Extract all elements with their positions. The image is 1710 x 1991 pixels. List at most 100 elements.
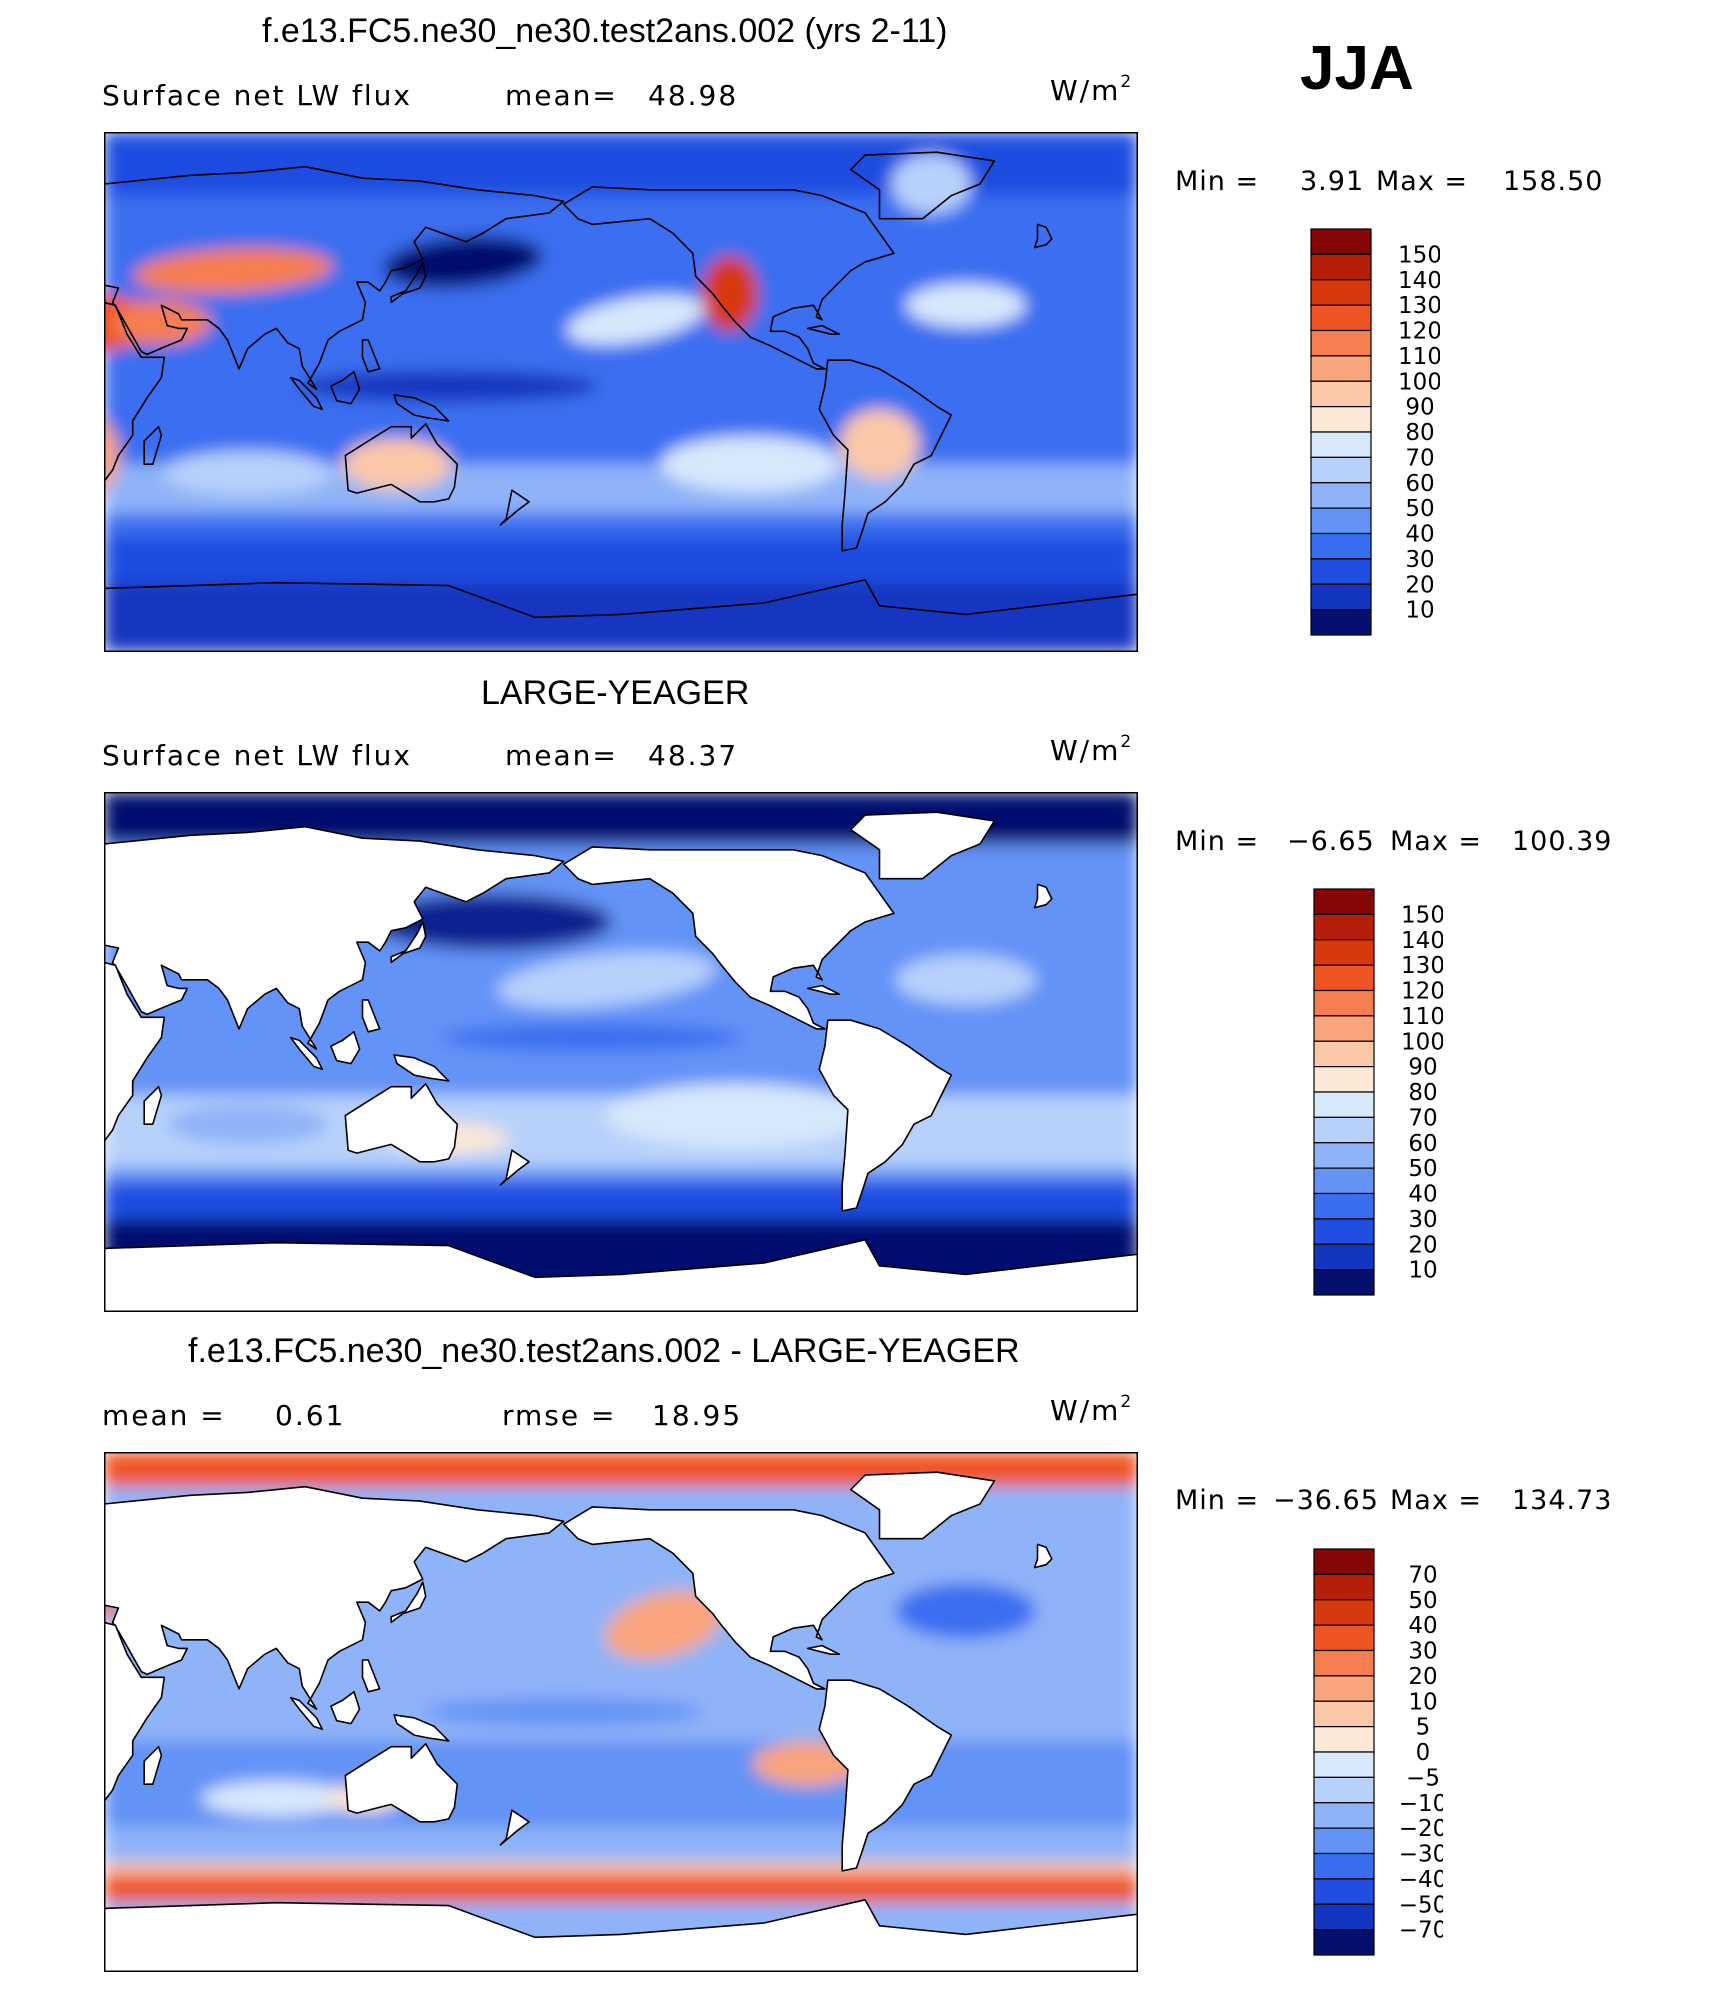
colorbar-box bbox=[1310, 380, 1372, 408]
colorbar-box bbox=[1313, 1929, 1375, 1956]
colorbar-tick-label: 40 bbox=[1408, 1182, 1437, 1208]
indian-ocean bbox=[167, 1104, 328, 1145]
colorbar-box bbox=[1313, 1827, 1375, 1855]
colorbar-tick-label: 100 bbox=[1398, 369, 1440, 395]
colorbar-box bbox=[1313, 1802, 1375, 1829]
colorbar-box bbox=[1310, 482, 1372, 509]
colorbar-tick-label: 80 bbox=[1405, 420, 1434, 446]
colorbar-tick-label: 130 bbox=[1401, 953, 1443, 979]
colorbar-box bbox=[1313, 1776, 1375, 1804]
land-uk bbox=[1033, 223, 1053, 249]
indian-high bbox=[162, 450, 333, 495]
land-antarctica bbox=[104, 1238, 1138, 1312]
panel1-max-label: Max = bbox=[1376, 166, 1469, 197]
colorbar-tick-label: 50 bbox=[1408, 1156, 1437, 1182]
land-madagascar bbox=[143, 1085, 163, 1126]
band-arctic bbox=[104, 132, 1138, 196]
land-japan bbox=[390, 921, 427, 964]
panel1-units-exp: 2 bbox=[1120, 72, 1134, 92]
panel2-mean-label: mean= bbox=[505, 739, 618, 772]
colorbar-tick-label: 140 bbox=[1398, 268, 1440, 294]
colorbar-box bbox=[1313, 1218, 1375, 1245]
panel3-min-label: Min = bbox=[1175, 1485, 1260, 1516]
colorbar-box bbox=[1313, 1751, 1375, 1778]
land-antarctica bbox=[104, 578, 1138, 652]
colorbar-tick-label: 70 bbox=[1405, 445, 1434, 471]
land-africa bbox=[104, 301, 166, 494]
land-cuba bbox=[806, 1644, 841, 1655]
land-new-guinea bbox=[393, 1054, 450, 1082]
colorbar-box bbox=[1313, 1903, 1375, 1931]
colorbar-box bbox=[1310, 304, 1372, 332]
field-layer bbox=[104, 132, 1138, 652]
panel2-max-label: Max = bbox=[1390, 826, 1483, 857]
panel3-max-label: Max = bbox=[1390, 1485, 1483, 1516]
colorbar-tick-label: 20 bbox=[1405, 572, 1434, 598]
land-africa bbox=[104, 1621, 166, 1814]
colorbar-box bbox=[1310, 253, 1372, 281]
colorbar-tick-label: 5 bbox=[1416, 1715, 1431, 1741]
colorbar-box bbox=[1310, 609, 1372, 636]
nw-pacific-low bbox=[383, 236, 543, 288]
land-japan bbox=[390, 1581, 427, 1624]
colorbar-box bbox=[1313, 1167, 1375, 1195]
colorbar-tick-label: 10 bbox=[1408, 1689, 1437, 1715]
colorbar-tick-label: 80 bbox=[1408, 1080, 1437, 1106]
colorbar-tick-label: 90 bbox=[1408, 1055, 1437, 1081]
panel2-min-value: −6.65 bbox=[1287, 826, 1375, 857]
panel3-mean-value: 0.61 bbox=[275, 1399, 346, 1432]
colorbar-tick-label: 100 bbox=[1401, 1029, 1443, 1055]
land-north-america bbox=[562, 186, 895, 370]
south-america-warm bbox=[839, 409, 920, 479]
ne-pacific-high bbox=[566, 294, 705, 345]
land-sumatra bbox=[289, 1036, 324, 1071]
land-uk bbox=[1033, 1543, 1053, 1569]
colorbar-box bbox=[1310, 558, 1372, 585]
equatorial-pacific bbox=[442, 1023, 743, 1052]
panel3-max-value: 134.73 bbox=[1512, 1485, 1613, 1516]
land-borneo bbox=[330, 371, 361, 405]
colorbar-box bbox=[1310, 329, 1372, 357]
band-southern-ocean bbox=[104, 1873, 1138, 1903]
colorbar-tick-label: 140 bbox=[1401, 928, 1443, 954]
central-asia-hot bbox=[133, 248, 334, 294]
land-south-america bbox=[818, 1019, 953, 1212]
panel3-map bbox=[104, 1452, 1138, 1972]
colorbar-tick-label: 30 bbox=[1408, 1207, 1437, 1233]
colorbar-box bbox=[1310, 532, 1372, 560]
panel2-min-label: Min = bbox=[1175, 826, 1260, 857]
panel2-variable-label: Surface net LW flux bbox=[102, 739, 412, 772]
panel2-title: LARGE-YEAGER bbox=[481, 674, 750, 712]
land-greenland bbox=[849, 811, 996, 880]
land-uk bbox=[1033, 883, 1053, 909]
colorbar-box bbox=[1313, 1091, 1375, 1118]
colorbar-tick-label: 30 bbox=[1405, 547, 1434, 573]
land-africa bbox=[104, 961, 166, 1154]
colorbar-tick-label: −20 bbox=[1399, 1816, 1443, 1842]
land-eurasia bbox=[104, 165, 565, 390]
land-cuba bbox=[806, 324, 841, 335]
colorbar-box bbox=[1313, 989, 1375, 1017]
colorbar-box bbox=[1313, 1649, 1375, 1677]
colorbar-tick-label: 50 bbox=[1408, 1588, 1437, 1614]
land-australia bbox=[344, 422, 459, 503]
colorbar-box bbox=[1313, 1192, 1375, 1220]
colorbar-box bbox=[1313, 1624, 1375, 1652]
colorbar-box bbox=[1313, 1548, 1375, 1575]
land-eurasia bbox=[104, 825, 565, 1050]
colorbar-tick-label: 150 bbox=[1401, 902, 1443, 928]
colorbar-box bbox=[1310, 456, 1372, 484]
se-pacific-high bbox=[605, 1083, 866, 1148]
panel1-min-value: 3.91 bbox=[1300, 166, 1365, 197]
land-philippines bbox=[361, 999, 381, 1033]
colorbar-tick-label: 40 bbox=[1408, 1613, 1437, 1639]
panel1-min-label: Min = bbox=[1175, 166, 1260, 197]
colorbar-box bbox=[1313, 1878, 1375, 1905]
land-antarctica bbox=[104, 1898, 1138, 1972]
panel3-title: f.e13.FC5.ne30_ne30.test2ans.002 - LARGE… bbox=[188, 1332, 1020, 1370]
land-cuba bbox=[806, 984, 841, 995]
band-southern-ocean bbox=[104, 536, 1138, 583]
colorbar-tick-label: 110 bbox=[1401, 1004, 1443, 1030]
